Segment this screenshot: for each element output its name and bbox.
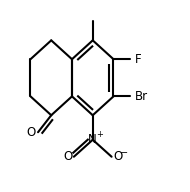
Text: N: N: [88, 133, 97, 146]
Text: F: F: [135, 53, 142, 66]
Text: O: O: [63, 150, 72, 163]
Text: +: +: [96, 130, 103, 139]
Text: O: O: [113, 150, 122, 163]
Text: O: O: [26, 126, 36, 139]
Text: −: −: [120, 148, 128, 158]
Text: Br: Br: [135, 90, 148, 103]
